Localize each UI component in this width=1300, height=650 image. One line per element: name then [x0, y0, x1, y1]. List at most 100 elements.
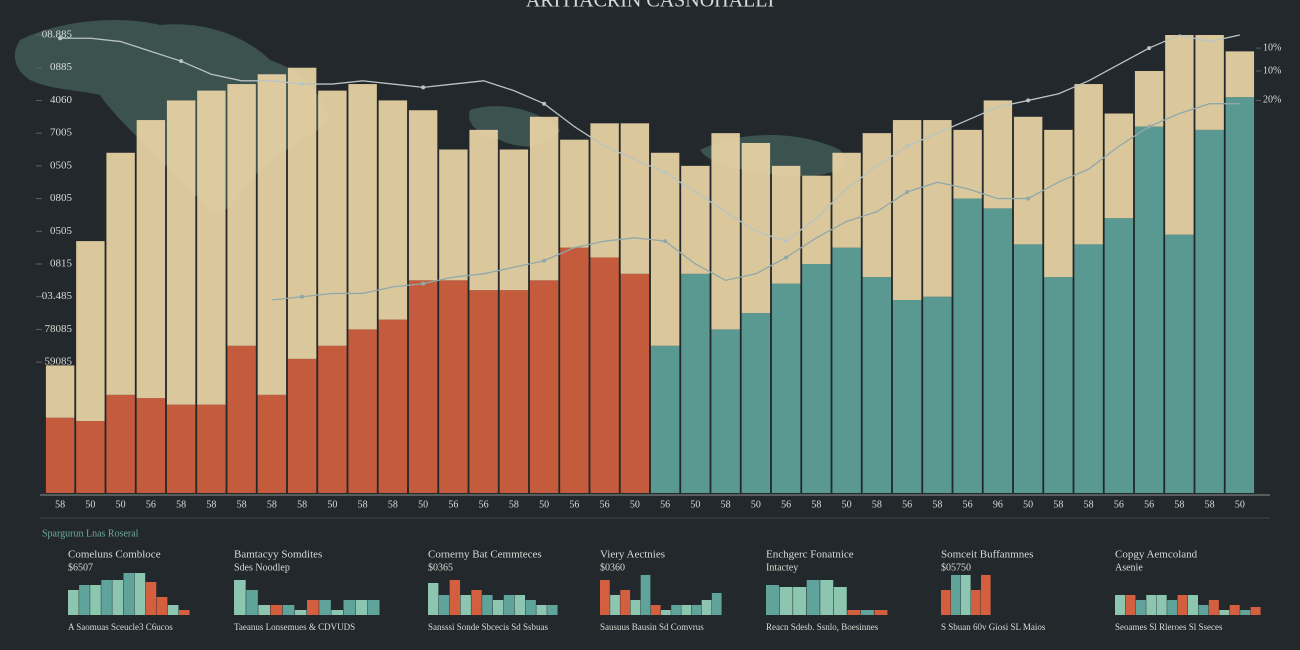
- mini-bar: [1188, 595, 1199, 615]
- y-tick-label: 78085: [45, 323, 73, 335]
- mini-bar: [246, 590, 258, 615]
- y-tick-label: 59085: [45, 356, 73, 368]
- bar-segment: [106, 394, 135, 493]
- x-tick-label: 50: [85, 499, 95, 510]
- mini-bar: [294, 610, 307, 615]
- bar-segment: [650, 345, 680, 493]
- bar-segment: [892, 299, 922, 493]
- bar-segment: [348, 329, 377, 493]
- bar-segment: [227, 345, 256, 493]
- bar-segment: [166, 404, 196, 493]
- bar-segment: [287, 67, 317, 359]
- bar-segment: [681, 165, 710, 274]
- y-tick-label: 03.485: [42, 290, 73, 302]
- mini-chart: Comeluns Combloce$6507 A Saomuas Sceucle3…: [68, 549, 190, 632]
- x-tick-label: 56: [448, 499, 458, 510]
- mini-subtitle: $0365: [428, 562, 453, 573]
- bar-segment: [106, 152, 135, 395]
- mini-bar: [482, 595, 493, 615]
- bar-segment: [1134, 126, 1164, 493]
- y2-tick-label: 10%: [1263, 42, 1281, 53]
- mini-bar: [671, 605, 681, 615]
- mini-caption: Taeanus Lonsemues & CDVUDS: [234, 622, 355, 632]
- line-point: [179, 59, 184, 64]
- bar-segment: [1165, 35, 1194, 235]
- bar-segment: [166, 100, 196, 405]
- line-point: [1147, 46, 1152, 51]
- x-tick-label: 58: [358, 499, 368, 510]
- x-tick-label: 58: [1205, 499, 1215, 510]
- mini-bar: [101, 580, 112, 615]
- bar-segment: [408, 110, 438, 281]
- bar-segment: [378, 100, 408, 320]
- bar-segment: [1104, 113, 1134, 219]
- x-tick-label: 58: [811, 499, 821, 510]
- mini-bar: [691, 605, 702, 615]
- bar-segment: [1044, 277, 1073, 493]
- bar-segment: [529, 280, 559, 493]
- y-tick-label: 0505: [50, 159, 73, 171]
- bar-segment: [499, 290, 529, 493]
- x-tick-label: 58: [872, 499, 882, 510]
- mini-subtitle: Intactey: [766, 562, 798, 573]
- mini-chart: Somceit Buffanmnes$05750 S Sbuan 60v Gios…: [941, 549, 1046, 632]
- mini-subtitle: $0360: [600, 562, 625, 573]
- mini-bar: [610, 595, 620, 615]
- mini-bar: [1135, 600, 1146, 615]
- y-tick-label: 0505: [50, 225, 73, 237]
- x-tick-label: 58: [237, 499, 247, 510]
- mini-bar: [307, 600, 319, 615]
- bar-segment: [76, 421, 105, 493]
- mini-bar: [661, 610, 671, 615]
- bar-segment: [348, 84, 377, 330]
- line-point: [1026, 196, 1031, 201]
- x-tick-label: 58: [55, 499, 65, 510]
- bar-segment: [469, 129, 498, 291]
- mini-subtitle: $6507: [68, 562, 93, 573]
- bar-segment: [590, 257, 619, 493]
- mini-bar: [68, 590, 79, 615]
- mini-bar: [112, 580, 124, 615]
- bar-segment: [953, 198, 982, 494]
- bar-segment: [197, 404, 226, 493]
- mini-subtitle: $05750: [941, 562, 971, 573]
- mini-bar: [847, 610, 861, 615]
- bar-segment: [136, 120, 166, 399]
- mini-bar: [145, 582, 157, 615]
- mini-bar: [343, 600, 356, 615]
- x-tick-label: 56: [479, 499, 489, 510]
- bar-segment: [318, 90, 347, 346]
- x-tick-label: 58: [1174, 499, 1184, 510]
- line-point: [421, 281, 426, 286]
- bar-segment: [832, 247, 861, 493]
- line-point: [663, 239, 668, 244]
- bar-segment: [590, 123, 619, 258]
- bar-segment: [439, 280, 468, 493]
- bar-segment: [45, 365, 75, 418]
- main-chart: 08.885 0885 4060 7005 0505 0805 0505 0815 03.485…: [36, 29, 1281, 510]
- line-point: [784, 255, 789, 260]
- y-tick-label: 08.885: [42, 29, 73, 41]
- bar-segment: [76, 241, 105, 422]
- panel-heading: Spargurun Lnas Roseral: [42, 528, 139, 539]
- line-point: [58, 36, 63, 41]
- bar-segment: [197, 90, 226, 405]
- mini-bar: [630, 600, 641, 615]
- y-tick-label: 0885: [50, 61, 73, 73]
- x-tick-label: 50: [1023, 499, 1033, 510]
- mini-bar: [1208, 600, 1219, 615]
- x-tick-label: 56: [902, 499, 912, 510]
- bar-segment: [802, 175, 831, 264]
- bar-segment: [1074, 244, 1103, 493]
- mini-bar: [806, 580, 820, 615]
- x-tick-label: 56: [1144, 499, 1154, 510]
- bar-segment: [287, 358, 317, 493]
- bar-segment: [802, 264, 831, 493]
- mini-bar: [428, 583, 439, 615]
- mini-title: Bamtacyy Somdites: [234, 549, 322, 561]
- y2-tick-label: 10%: [1263, 65, 1281, 76]
- mini-bar: [779, 587, 793, 615]
- mini-title: Viery Aectnies: [600, 549, 665, 561]
